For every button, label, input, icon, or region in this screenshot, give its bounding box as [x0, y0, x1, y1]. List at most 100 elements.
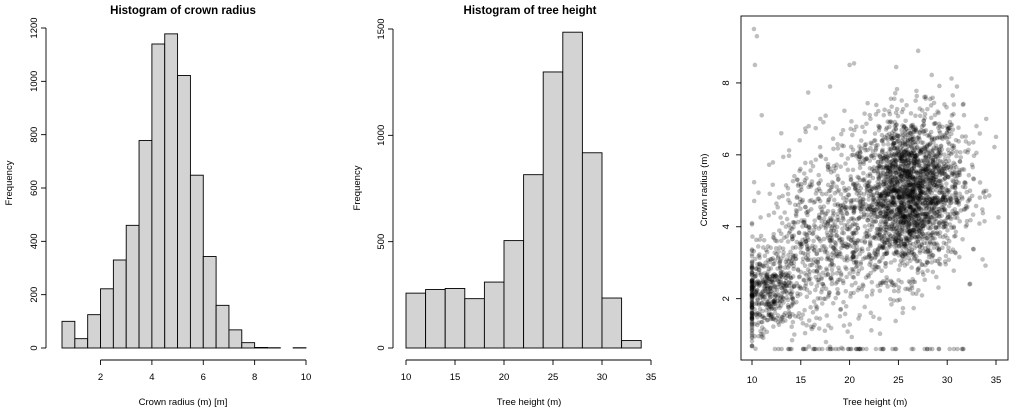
scatter-point — [831, 223, 836, 228]
scatter-point — [887, 120, 892, 125]
scatter-point — [832, 222, 838, 227]
scatter-point — [910, 208, 916, 214]
scatter-point — [933, 202, 939, 207]
scatter-point — [920, 166, 926, 172]
scatter-point — [928, 225, 934, 230]
scatter-point — [886, 205, 891, 211]
scatter-point — [845, 245, 850, 250]
histogram-bar — [444, 288, 466, 349]
scatter-point — [896, 176, 901, 181]
scatter-point — [866, 232, 872, 237]
scatter-point — [881, 214, 887, 220]
scatter-point — [902, 256, 907, 262]
scatter-point — [782, 288, 788, 294]
scatter-point — [790, 236, 795, 242]
scatter-point — [889, 151, 895, 156]
scatter-point — [794, 195, 800, 201]
scatter-point — [893, 162, 899, 167]
scatter-point — [798, 166, 803, 172]
scatter-point — [922, 211, 928, 217]
scatter-point — [880, 236, 885, 242]
scatter-point — [900, 184, 906, 190]
scatter-point — [900, 135, 906, 141]
scatter-point — [799, 241, 804, 247]
scatter-point — [826, 197, 831, 203]
scatter-point — [888, 146, 894, 152]
scatter-point — [749, 323, 755, 329]
scatter-point — [775, 315, 780, 321]
scatter-point — [787, 280, 792, 286]
scatter-point — [946, 153, 951, 159]
scatter-point — [767, 286, 773, 291]
scatter-point — [749, 304, 755, 309]
scatter-point — [898, 156, 904, 162]
scatter-point — [758, 272, 763, 278]
scatter-point — [930, 201, 936, 206]
scatter-point — [888, 189, 894, 195]
scatter-point — [903, 253, 909, 258]
scatter-point — [874, 233, 880, 238]
scatter-point — [879, 192, 884, 198]
scatter-point — [947, 125, 952, 130]
scatter-point — [919, 224, 925, 230]
scatter-point — [776, 322, 782, 328]
scatter-point — [921, 197, 927, 202]
scatter-point — [754, 288, 760, 293]
scatter-point — [828, 239, 833, 244]
scatter-point — [951, 111, 956, 117]
x-tick-label: 2 — [98, 372, 103, 383]
scatter-point — [833, 295, 839, 301]
scatter-point — [966, 141, 972, 146]
scatter-point — [931, 205, 937, 211]
scatter-point — [924, 175, 929, 180]
scatter-point — [909, 234, 914, 240]
scatter-point — [900, 226, 905, 231]
scatter-point — [840, 127, 846, 133]
scatter-point — [914, 129, 919, 134]
scatter-point — [839, 152, 844, 158]
scatter-point — [900, 192, 906, 197]
scatter-point — [844, 194, 849, 200]
scatter-point — [762, 271, 768, 276]
scatter-point — [927, 96, 933, 102]
scatter-point — [856, 216, 862, 221]
scatter-point — [909, 192, 914, 198]
scatter-point — [867, 173, 873, 179]
scatter-point — [778, 279, 784, 285]
scatter-point — [881, 190, 887, 196]
scatter-point — [754, 310, 760, 316]
scatter-point — [930, 198, 935, 204]
scatter-point — [749, 285, 755, 290]
scatter-point — [912, 223, 918, 229]
scatter-point — [749, 282, 755, 287]
scatter-point — [945, 140, 951, 145]
scatter-point — [776, 346, 781, 352]
scatter-point — [903, 149, 908, 155]
scatter-point — [963, 203, 969, 209]
scatter-point — [896, 206, 902, 211]
scatter-point — [902, 229, 907, 235]
scatter-point — [761, 284, 767, 290]
scatter-point — [875, 159, 880, 165]
scatter-point — [785, 273, 791, 279]
scatter-point — [983, 188, 989, 194]
scatter-point — [798, 250, 804, 255]
scatter-point — [926, 175, 932, 181]
scatter-point — [921, 129, 926, 134]
scatter-point — [871, 168, 877, 174]
scatter-point — [894, 208, 900, 214]
scatter-point — [906, 182, 912, 188]
scatter-point — [911, 126, 916, 132]
scatter-point — [918, 150, 924, 155]
scatter-point — [899, 249, 905, 254]
scatter-point — [894, 236, 900, 242]
scatter-point — [909, 213, 914, 218]
scatter-point — [749, 303, 755, 308]
scatter-point — [814, 305, 820, 310]
scatter-point — [848, 144, 854, 150]
scatter-point — [856, 268, 862, 274]
scatter-point — [929, 200, 934, 206]
scatter-point — [868, 188, 873, 194]
scatter-point — [852, 183, 858, 188]
scatter-point — [922, 233, 927, 239]
